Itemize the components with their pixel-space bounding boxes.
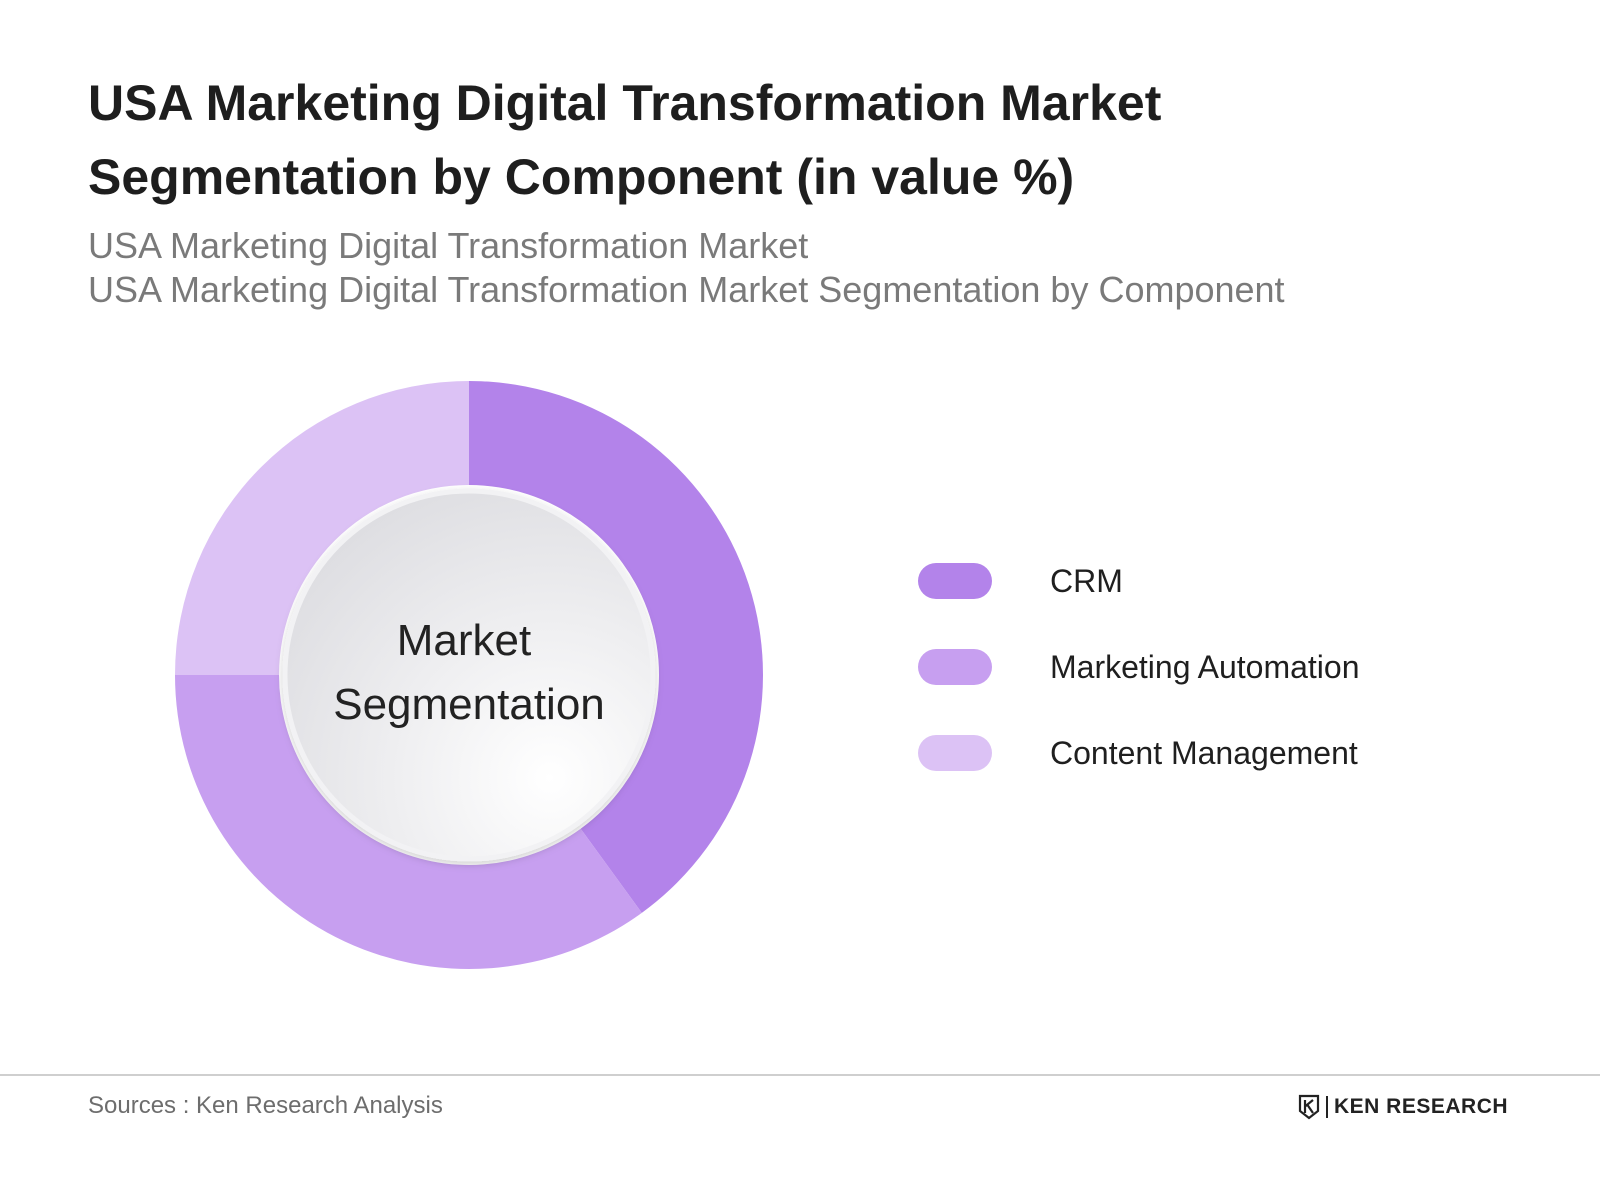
legend-swatch-marketing-automation [918,649,992,685]
center-label-line-1: Market [397,616,531,665]
brand-separator [1326,1096,1328,1118]
donut-center-disc [282,488,656,862]
legend-swatch-content-management [918,735,992,771]
chart-subtitle-line-1: USA Marketing Digital Transformation Mar… [88,225,809,266]
source-note: Sources : Ken Research Analysis [88,1092,443,1119]
brand-logo: KEN RESEARCH [1298,1094,1508,1120]
legend-label-content-management: Content Management [1050,735,1358,771]
donut-chart: Market Segmentation [174,381,763,970]
chart-subtitle-line-2: USA Marketing Digital Transformation Mar… [88,269,1285,310]
legend-label-crm: CRM [1050,563,1123,599]
ken-research-logo-icon [1298,1094,1320,1120]
donut-slice-marketing-automation [174,675,642,970]
brand-name: KEN RESEARCH [1334,1095,1509,1118]
legend-swatch-crm [918,563,992,599]
donut-slice-crm [469,381,763,913]
donut-slices [174,381,763,970]
footer-divider [0,1074,1600,1076]
chart-title: USA Marketing Digital Transformation Mar… [88,75,1162,205]
center-label-line-2: Segmentation [333,680,605,729]
legend-label-marketing-automation: Marketing Automation [1050,649,1360,685]
donut-slice-content-management [175,381,469,675]
